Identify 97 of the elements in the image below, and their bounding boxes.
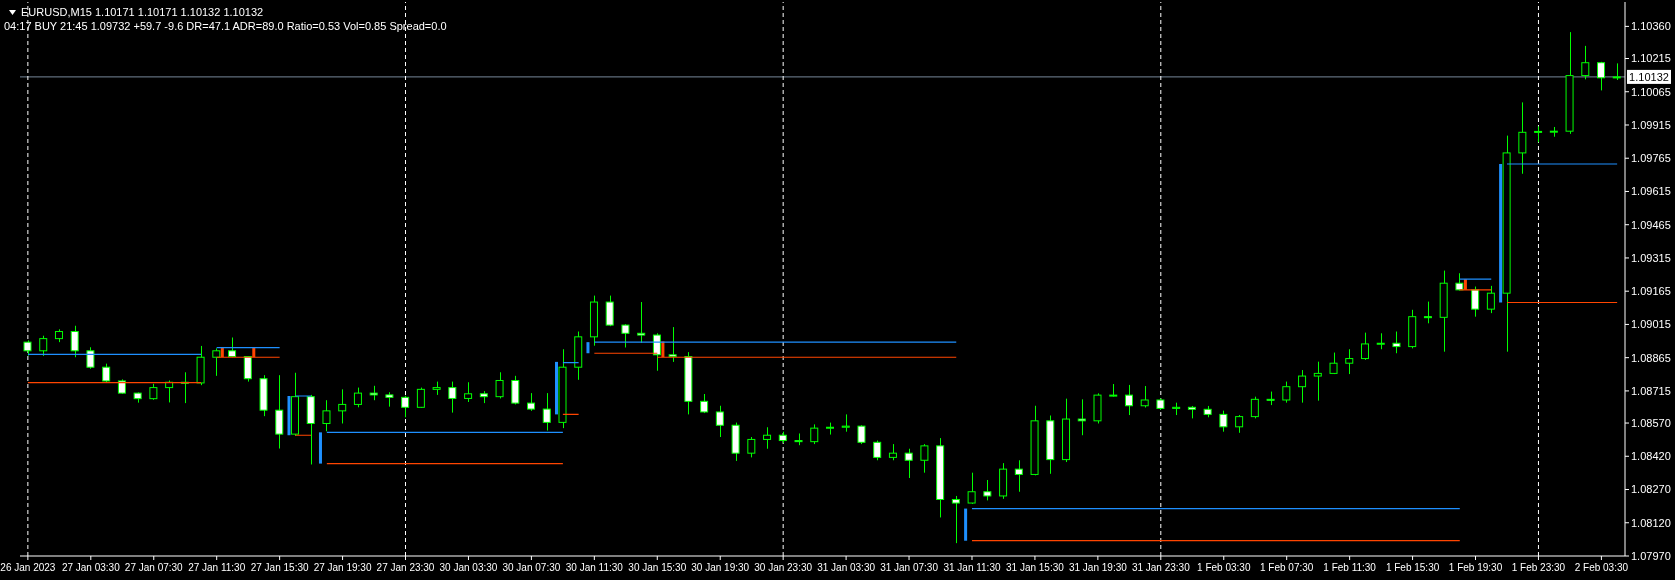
candlestick bbox=[338, 388, 347, 424]
x-tick-label: 30 Jan 19:30 bbox=[691, 561, 750, 573]
x-tick-label: 27 Jan 07:30 bbox=[124, 561, 184, 573]
bar bbox=[252, 347, 256, 358]
candlestick bbox=[621, 323, 630, 348]
candlestick bbox=[1471, 286, 1480, 318]
x-tick-label: 2 Feb 03:30 bbox=[1574, 561, 1629, 573]
y-tick-label: 1.10065 bbox=[1631, 85, 1671, 98]
x-tick-label: 1 Feb 07:30 bbox=[1260, 561, 1314, 573]
y-tick-label: 1.08865 bbox=[1631, 351, 1671, 364]
x-tick-label: 31 Jan 23:30 bbox=[1131, 561, 1191, 573]
x-tick-label: 31 Jan 03:30 bbox=[817, 561, 876, 573]
x-tick-label: 31 Jan 11:30 bbox=[943, 561, 1001, 573]
candlestick bbox=[1392, 331, 1401, 354]
candlestick bbox=[1250, 396, 1259, 419]
candlestick bbox=[1298, 369, 1307, 404]
text: 04:17 BUY 21:45 1.09732 +59.7 -9.6 DR=47.1 ADR=89.0 Ratio=0.53 Vol=0.85 Spread=0.0 bbox=[4, 19, 447, 33]
x-tick-label: 1 Feb 23:30 bbox=[1511, 561, 1566, 573]
x-tick-label: 30 Jan 03:30 bbox=[439, 561, 498, 573]
y-tick-label: 1.09765 bbox=[1631, 152, 1671, 165]
candlestick bbox=[416, 387, 425, 409]
candlestick bbox=[1219, 410, 1228, 433]
candlestick bbox=[86, 346, 95, 370]
y-tick-label: 1.09465 bbox=[1631, 218, 1671, 231]
x-tick-label: 30 Jan 15:30 bbox=[628, 561, 687, 573]
candlestick bbox=[983, 479, 992, 501]
candlestick bbox=[1313, 361, 1322, 402]
candlestick bbox=[243, 355, 252, 383]
x-tick-label: 30 Jan 23:30 bbox=[754, 561, 813, 573]
candlestick bbox=[810, 423, 819, 445]
x-tick-label: 31 Jan 19:30 bbox=[1068, 561, 1128, 573]
y-tick-label: 1.09315 bbox=[1631, 251, 1671, 264]
candlestick bbox=[873, 440, 882, 461]
candlestick bbox=[448, 381, 457, 414]
candlestick bbox=[70, 325, 79, 358]
y-tick-label: 1.08570 bbox=[1631, 416, 1671, 429]
x-tick-label: 30 Jan 11:30 bbox=[565, 561, 624, 573]
candlestick bbox=[904, 448, 913, 479]
candlestick bbox=[1124, 384, 1133, 416]
bar bbox=[964, 508, 968, 541]
candlestick bbox=[542, 392, 551, 432]
y-tick-label: 1.09165 bbox=[1631, 285, 1671, 298]
x-tick-label: 27 Jan 15:30 bbox=[250, 561, 309, 573]
candlestick bbox=[920, 443, 929, 474]
x-tick-label: 1 Feb 03:30 bbox=[1197, 561, 1251, 573]
candlestick bbox=[1581, 45, 1590, 80]
candlestick bbox=[464, 381, 473, 403]
candlestick bbox=[1597, 61, 1606, 91]
candlestick bbox=[1014, 459, 1023, 493]
candlestick bbox=[747, 436, 756, 458]
candlestick bbox=[668, 326, 677, 363]
candlestick bbox=[763, 426, 772, 450]
x-tick-label: 26 Jan 2023 bbox=[0, 561, 56, 573]
candlestick bbox=[637, 301, 646, 344]
candlestick bbox=[275, 374, 284, 450]
y-tick-label: 1.08420 bbox=[1631, 450, 1671, 463]
candlestick bbox=[1077, 398, 1086, 436]
candlestick bbox=[605, 295, 614, 327]
bar bbox=[586, 342, 590, 354]
candlestick bbox=[857, 424, 866, 445]
candlestick bbox=[1282, 381, 1291, 404]
candlestick bbox=[1423, 301, 1432, 324]
candlestick bbox=[511, 375, 520, 405]
x-tick-label: 27 Jan 03:30 bbox=[61, 561, 121, 573]
y-tick-label: 1.08270 bbox=[1631, 483, 1671, 496]
candlestick bbox=[1361, 332, 1369, 361]
y-tick-label: 1.08120 bbox=[1631, 516, 1671, 529]
y-tick-label: 1.07970 bbox=[1631, 549, 1671, 562]
x-tick-label: 1 Feb 11:30 bbox=[1323, 561, 1377, 573]
x-tick-label: 31 Jan 07:30 bbox=[880, 561, 939, 573]
x-tick-label: 31 Jan 15:30 bbox=[1006, 561, 1065, 573]
chart-title: EURUSD,M15 1.10171 1.10171 1.10132 1.10132 bbox=[21, 5, 264, 19]
y-tick-label: 1.09015 bbox=[1631, 318, 1671, 331]
x-tick-label: 27 Jan 23:30 bbox=[376, 561, 435, 573]
candlestick bbox=[951, 495, 960, 544]
x-tick-label: 27 Jan 11:30 bbox=[188, 561, 246, 573]
x-tick-label: 1 Feb 15:30 bbox=[1385, 561, 1440, 573]
x-tick-label: 30 Jan 07:30 bbox=[502, 561, 561, 573]
y-tick-label: 1.09615 bbox=[1631, 185, 1671, 198]
candlestick bbox=[1518, 101, 1527, 175]
y-tick-label: 1.10215 bbox=[1631, 52, 1671, 65]
y-tick-label: 1.08715 bbox=[1631, 384, 1671, 397]
candlestick bbox=[322, 399, 331, 432]
candlestick bbox=[353, 387, 362, 408]
bar bbox=[318, 432, 322, 464]
candlestick bbox=[1345, 348, 1354, 375]
y-tick-label: 1.09915 bbox=[1631, 118, 1671, 131]
x-tick-label: 1 Feb 19:30 bbox=[1448, 561, 1503, 573]
ref-line-label: 1.10132 bbox=[1629, 70, 1669, 83]
candlestick bbox=[39, 335, 48, 357]
y-tick-label: 1.10360 bbox=[1631, 20, 1671, 33]
candlestick bbox=[495, 371, 504, 399]
candlestick bbox=[1140, 385, 1149, 409]
x-tick-label: 27 Jan 19:30 bbox=[313, 561, 372, 573]
candlestick bbox=[1486, 285, 1495, 314]
candlestick bbox=[967, 472, 976, 505]
candlestick bbox=[715, 405, 724, 438]
